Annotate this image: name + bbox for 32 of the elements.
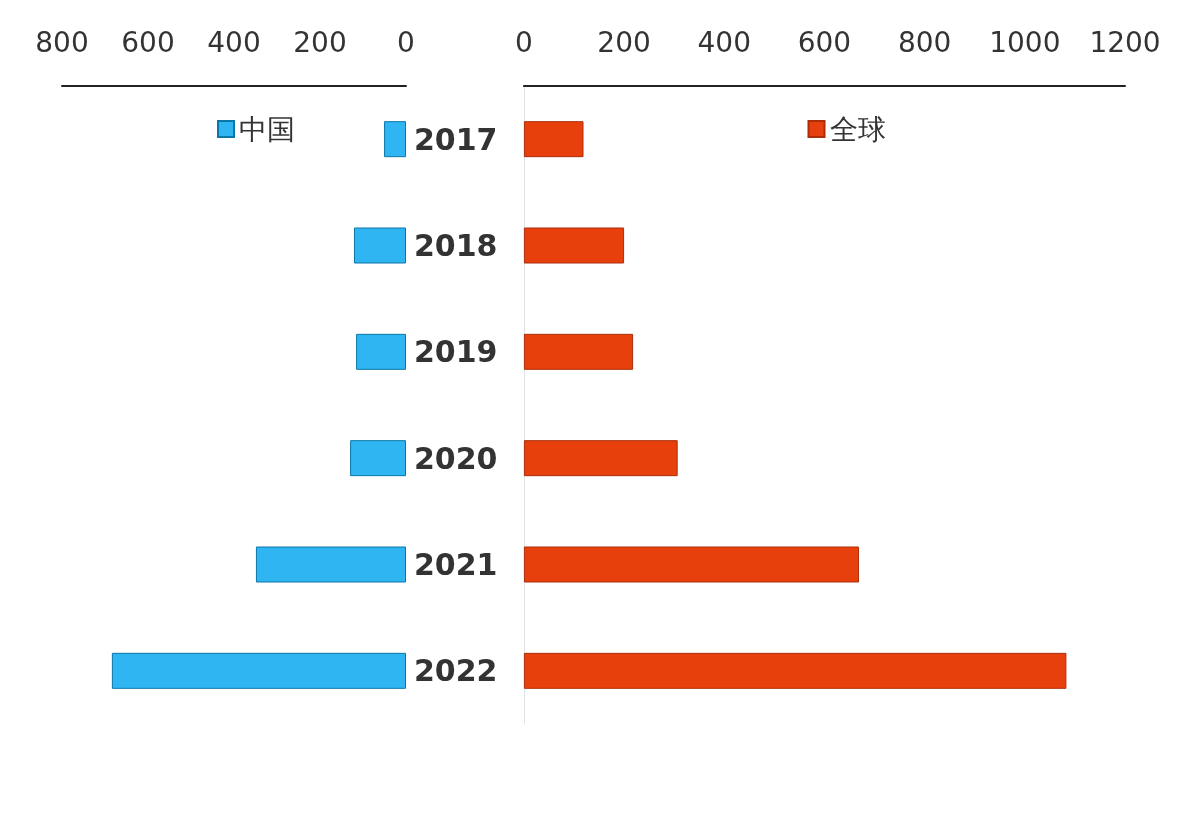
x-tick-label: 0: [514, 25, 533, 59]
y-tick-label: 2017: [414, 121, 498, 157]
bar: [523, 652, 1067, 689]
bar: [384, 121, 406, 158]
x-tick-label: 200: [597, 25, 651, 59]
x-tick-label: 1000: [989, 25, 1061, 59]
x-tick-label: 800: [897, 25, 952, 59]
y-tick-label: 2021: [414, 547, 498, 582]
bar: [523, 546, 860, 583]
y-tick-label: 2020: [414, 440, 498, 476]
bar: [111, 652, 406, 689]
x-tick-label: 400: [207, 25, 261, 59]
bar: [356, 333, 406, 370]
x-tick-label: 600: [121, 25, 175, 59]
bar: [523, 227, 625, 264]
bar: [523, 333, 634, 370]
bar: [255, 546, 406, 583]
bar: [353, 227, 406, 264]
x-tick-label: 0: [397, 25, 415, 59]
x-tick-label: 400: [697, 25, 751, 59]
y-tick-label: 2022: [414, 653, 498, 689]
x-tick-label: 200: [293, 25, 347, 59]
bar: [350, 440, 406, 477]
x-tick-label: 1200: [1089, 25, 1161, 59]
legend-label: 中国: [239, 112, 295, 146]
x-tick-label: 600: [797, 25, 852, 59]
y-tick-label: 2018: [414, 228, 498, 263]
bar: [523, 440, 678, 477]
legend-label: 全球: [829, 112, 886, 146]
y-tick-label: 2019: [414, 334, 498, 370]
x-tick-label: 800: [35, 25, 89, 59]
bar: [523, 121, 584, 158]
